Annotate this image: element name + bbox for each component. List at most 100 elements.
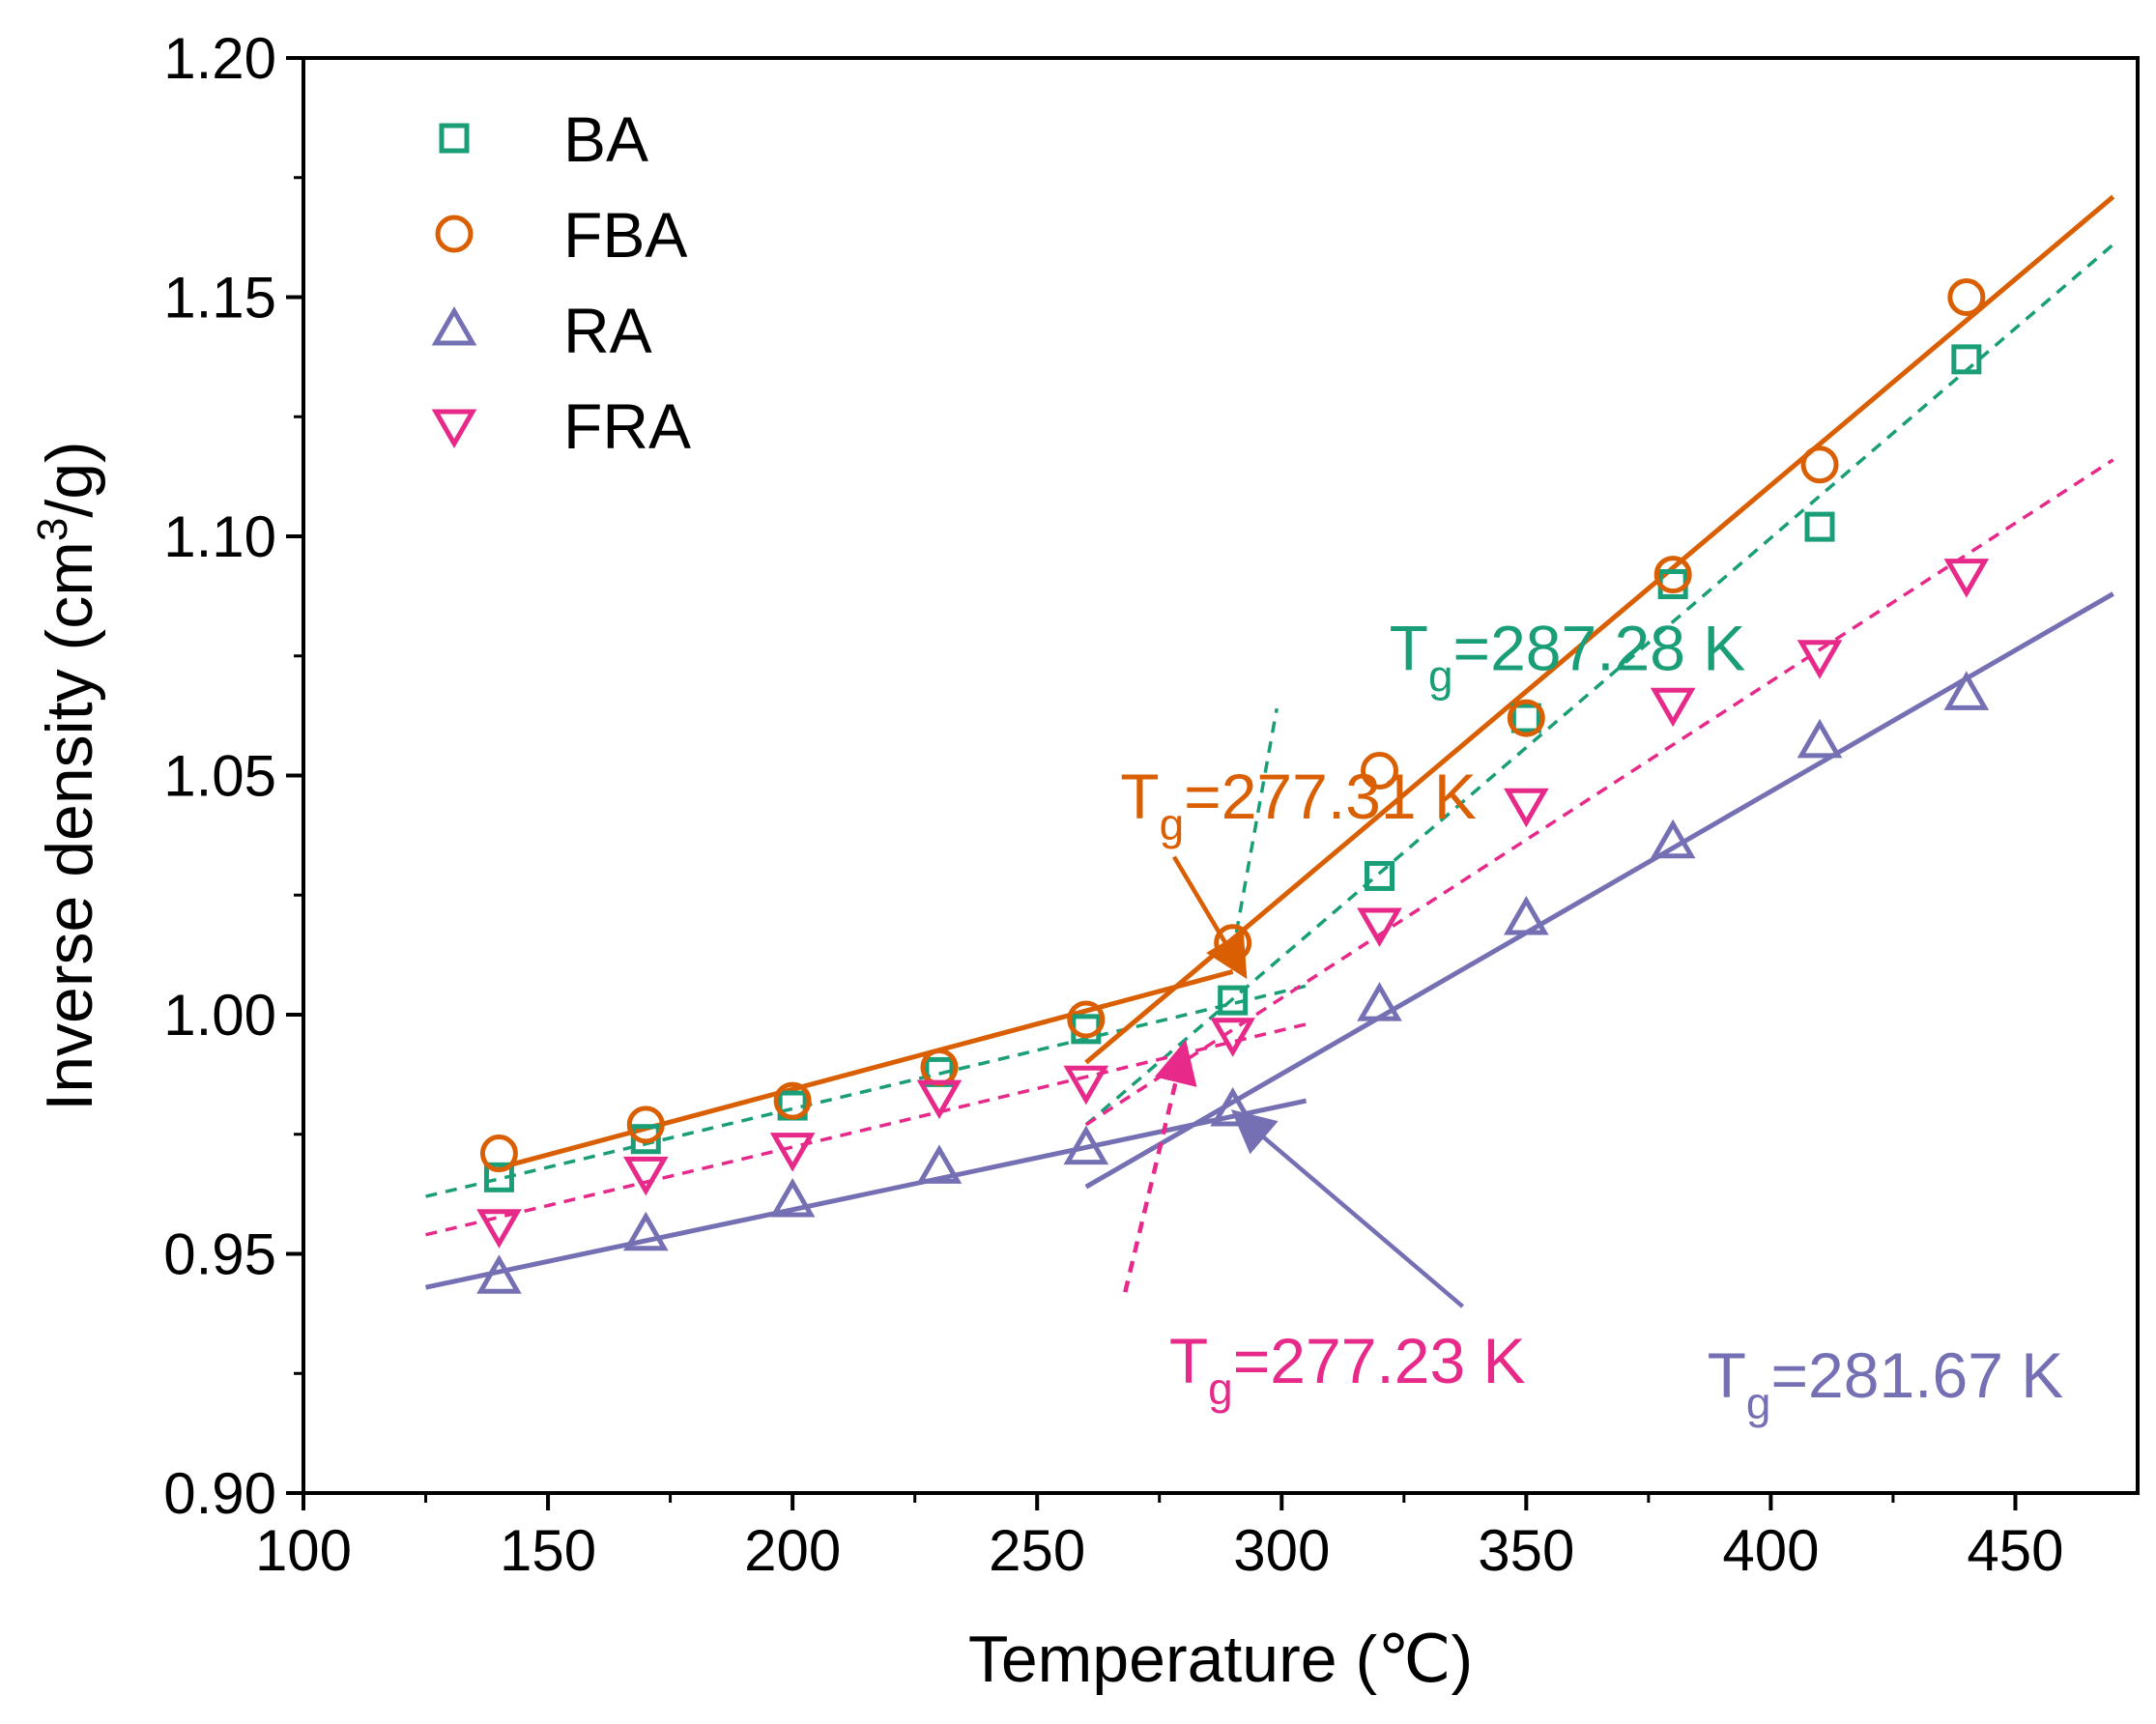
ra-point: [1650, 819, 1696, 859]
legend-label-fba: FBA: [563, 199, 687, 271]
ba-point: [1804, 511, 1835, 542]
tg-label-main: T: [1708, 1339, 1746, 1411]
ra-point: [1943, 671, 1990, 710]
y-axis-label: Inverse density (cm3/g): [29, 441, 106, 1110]
ba-fit-high-line: [1084, 243, 2114, 1127]
data-markers: [476, 278, 1990, 1294]
tg-label-subscript: g: [1746, 1378, 1771, 1428]
tg-arrow-ra: [1230, 1109, 1464, 1308]
fra-point: [1063, 1065, 1109, 1106]
fra-point: [1650, 687, 1696, 728]
y-axis-ticks: 0.90 0.95 1.00 1.05 1.10 1.15 1.20: [163, 26, 303, 1526]
ra-fit-low-line: [425, 1098, 1308, 1290]
fba-point: [1507, 699, 1545, 737]
y-tick-label-0.90: 0.90: [163, 1461, 276, 1526]
x-tick-label-200: 200: [744, 1518, 841, 1583]
legend-label-fra: FRA: [563, 390, 691, 462]
ra-fit-high-line: [1084, 591, 2114, 1190]
x-tick-label-250: 250: [989, 1518, 1085, 1583]
ba-point: [630, 1124, 661, 1155]
tg-label-fra: Tg=277.23 K: [1169, 1325, 1526, 1414]
ra-point: [1504, 895, 1549, 935]
fra-point: [476, 1209, 522, 1249]
fra-point: [1357, 907, 1402, 947]
y-tick-label-1.15: 1.15: [163, 266, 276, 330]
ra-point: [1357, 982, 1402, 1021]
fra-point: [1504, 788, 1549, 828]
y-tick-label-1.20: 1.20: [163, 26, 276, 91]
fit-lines: [425, 194, 2115, 1290]
legend-marker-fra: [431, 409, 477, 449]
annotations: Tg=287.28 KTg=277.31 KTg=277.23 K Tg=281.…: [1120, 613, 2063, 1428]
y-tick-label-0.95: 0.95: [163, 1222, 276, 1287]
legend-marker-ba: [439, 123, 470, 154]
fra-point: [769, 1133, 816, 1172]
ra-point: [916, 1144, 963, 1184]
tg-label-main: T: [1169, 1325, 1208, 1396]
fba-point: [1947, 278, 1986, 316]
x-tick-label-300: 300: [1233, 1518, 1330, 1583]
fba-point: [1067, 1000, 1106, 1039]
tg-label-value: =277.23 K: [1233, 1325, 1526, 1396]
ba-fit-low-line: [425, 984, 1307, 1198]
x-axis-label: Temperature (℃): [968, 1623, 1473, 1696]
y-axis-label-superscript: 3: [29, 518, 76, 541]
ba-series: [483, 344, 1982, 1192]
x-tick-label-150: 150: [500, 1518, 596, 1583]
x-tick-label-400: 400: [1722, 1518, 1819, 1583]
tg-label-value: =277.31 K: [1184, 761, 1477, 832]
ra-point: [476, 1254, 522, 1294]
ba-point: [1951, 344, 1982, 375]
tg-label-value: =287.28 K: [1453, 613, 1746, 684]
ba-point: [1218, 985, 1249, 1016]
fba-series: [479, 278, 1986, 1173]
x-tick-label-450: 450: [1967, 1518, 2063, 1583]
tg-label-ra: Tg=281.67 K: [1708, 1339, 2064, 1428]
tg-arrow-fba: [1171, 855, 1248, 980]
x-tick-label-350: 350: [1478, 1518, 1574, 1583]
fba-point: [626, 1106, 665, 1144]
ba-point: [483, 1162, 514, 1192]
tg-label-ba: Tg=287.28 K: [1390, 613, 1746, 702]
legend-label-ba: BA: [563, 103, 648, 175]
tg-label-subscript: g: [1428, 651, 1453, 702]
fra-point: [1797, 640, 1843, 679]
fba-point: [773, 1081, 812, 1120]
tg-label-main: T: [1120, 761, 1159, 832]
x-axis-ticks: 100 150 200 250 300 350 400 450: [255, 1493, 2064, 1583]
y-tick-label-1.10: 1.10: [163, 504, 276, 569]
fra-series: [476, 559, 1990, 1249]
legend: BA FBA RA FRA: [431, 103, 691, 462]
ra-point: [622, 1211, 669, 1251]
tg-label-subscript: g: [1208, 1364, 1233, 1414]
ra-point: [769, 1178, 816, 1218]
fba-point: [1653, 556, 1692, 594]
tg-label-subscript: g: [1160, 799, 1185, 849]
legend-label-ra: RA: [563, 295, 652, 366]
fra-point: [1210, 1018, 1255, 1057]
x-tick-label-100: 100: [255, 1518, 352, 1583]
ba-fit-extra-line: [1230, 707, 1279, 953]
tg-label-value: =281.67 K: [1771, 1339, 2064, 1411]
tg-label-fba: Tg=277.31 K: [1120, 761, 1477, 849]
y-tick-label-1.00: 1.00: [163, 983, 276, 1048]
tg-label-main: T: [1390, 613, 1428, 684]
fra-point: [622, 1156, 669, 1196]
fba-fit-low-line: [498, 969, 1234, 1170]
ra-point: [1797, 718, 1843, 759]
fba-fit-high-line: [1084, 194, 2115, 1065]
fra-fit-high-line: [1084, 458, 2114, 1127]
legend-marker-fba: [435, 215, 474, 253]
tg-arrow-fra: [1123, 1039, 1197, 1293]
y-tick-label-1.05: 1.05: [163, 744, 276, 809]
ba-point: [1510, 703, 1541, 733]
fba-point: [1360, 752, 1398, 790]
fra-point: [916, 1079, 963, 1120]
ra-point: [1063, 1125, 1109, 1165]
fba-point: [479, 1135, 518, 1173]
ba-point: [1364, 860, 1394, 891]
fra-point: [1943, 559, 1990, 598]
fba-point: [1800, 445, 1839, 484]
legend-marker-ra: [431, 305, 477, 346]
